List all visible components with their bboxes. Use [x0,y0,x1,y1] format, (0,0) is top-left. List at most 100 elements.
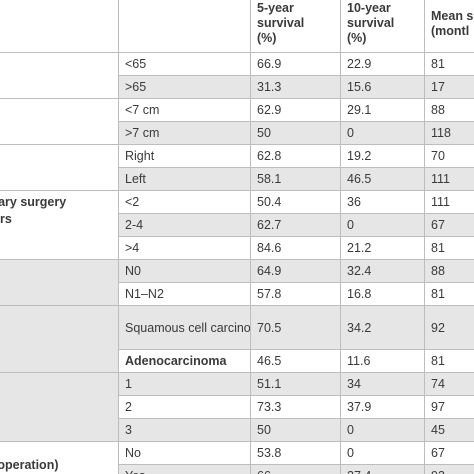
ten-year-cell: 34 [340,372,425,396]
table-row: <65 66.9 22.9 81 [0,52,474,99]
ten-year-cell: 0 [340,121,425,145]
mean-cell: 81 [424,282,474,306]
table-row: 3 50 0 45 [0,418,474,442]
mean-cell: 97 [424,395,474,419]
variable-cell [0,305,119,373]
mean-cell: 70 [424,144,474,168]
ten-year-cell: 46.5 [340,167,425,191]
category-cell: >65 [118,75,251,99]
category-cell: 2 [118,395,251,419]
category-cell: 2-4 [118,213,251,237]
table-row: Left 58.1 46.5 111 [0,167,474,191]
ten-year-cell: 0 [340,213,425,237]
five-year-cell: 50 [250,418,341,442]
header-mean-survival: Mean s (montl [424,0,474,53]
five-year-cell: 64.9 [250,259,341,283]
category-cell: Left [118,167,251,191]
ten-year-cell: 0 [340,418,425,442]
mean-cell: 67 [424,441,474,465]
variable-label: ond operation) [0,457,59,472]
category-cell: >4 [118,236,251,260]
variable-cell [0,144,119,191]
table-row: Squamous cell carcinoma 70.5 34.2 92 [0,305,474,373]
ten-year-cell: 19.2 [340,144,425,168]
ten-year-cell: 29.1 [340,98,425,122]
five-year-cell: 51.1 [250,372,341,396]
ten-year-cell: 15.6 [340,75,425,99]
category-cell: Yes [118,464,251,474]
header-variable [0,0,119,53]
category-cell: Squamous cell carcinoma [118,305,251,350]
category-cell: <65 [118,52,251,76]
ten-year-cell: 11.6 [340,349,425,373]
table-row: Adenocarcinoma 46.5 11.6 81 [0,349,474,373]
table-row: primary surgery ars <2 50.4 36 111 [0,190,474,260]
mean-cell: 81 [424,349,474,373]
ten-year-cell: 0 [340,441,425,465]
table-row: ond operation) No 53.8 0 67 [0,441,474,474]
mean-cell: 45 [424,418,474,442]
mean-cell: 74 [424,372,474,396]
mean-cell: 81 [424,52,474,76]
mean-cell: 81 [424,236,474,260]
variable-label: primary surgery [0,195,67,209]
five-year-cell: 70.5 [250,305,341,350]
mean-cell: 88 [424,98,474,122]
category-cell: 1 [118,372,251,396]
five-year-cell: 62.8 [250,144,341,168]
table-row: N1–N2 57.8 16.8 81 [0,282,474,306]
five-year-cell: 50 [250,121,341,145]
mean-cell: 17 [424,75,474,99]
ten-year-cell: 21.2 [340,236,425,260]
table-row: N0 64.9 32.4 88 [0,259,474,306]
five-year-cell: 53.8 [250,441,341,465]
five-year-cell: 84.6 [250,236,341,260]
table-row: 2-4 62.7 0 67 [0,213,474,237]
five-year-cell: 66 [250,464,341,474]
variable-cell [0,98,119,145]
mean-cell: 67 [424,213,474,237]
ten-year-cell: 37.9 [340,395,425,419]
table-row: 1 51.1 34 74 [0,372,474,442]
mean-cell: 93 [424,464,474,474]
category-cell: >7 cm [118,121,251,145]
category-cell: <7 cm [118,98,251,122]
table-row: 2 73.3 37.9 97 [0,395,474,419]
five-year-cell: 31.3 [250,75,341,99]
category-cell: 3 [118,418,251,442]
ten-year-cell: 22.9 [340,52,425,76]
category-cell: Adenocarcinoma [118,349,251,373]
variable-cell-time-since-surgery: primary surgery ars [0,190,119,260]
five-year-cell: 50.4 [250,190,341,214]
table-row: Right 62.8 19.2 70 [0,144,474,191]
five-year-cell: 46.5 [250,349,341,373]
mean-cell: 118 [424,121,474,145]
ten-year-cell: 16.8 [340,282,425,306]
mean-cell: 92 [424,305,474,350]
header-category [118,0,251,53]
category-cell: <2 [118,190,251,214]
variable-label: ars [0,212,12,226]
header-5-year-survival: 5-year survival (%) [250,0,341,53]
ten-year-cell: 32.4 [340,259,425,283]
category-cell: N0 [118,259,251,283]
mean-cell: 88 [424,259,474,283]
five-year-cell: 66.9 [250,52,341,76]
table-row: Yes 66 27.4 93 [0,464,474,474]
five-year-cell: 62.7 [250,213,341,237]
table-row: <7 cm 62.9 29.1 88 [0,98,474,145]
table-row: >65 31.3 15.6 17 [0,75,474,99]
header-10-year-survival: 10-year survival (%) [340,0,425,53]
category-cell: Right [118,144,251,168]
five-year-cell: 62.9 [250,98,341,122]
variable-cell [0,259,119,306]
variable-cell-second-operation: ond operation) [0,441,119,474]
header-row: 5-year survival (%) 10-year survival (%) Mea… [0,0,474,53]
category-cell: N1–N2 [118,282,251,306]
five-year-cell: 58.1 [250,167,341,191]
table-row: >4 84.6 21.2 81 [0,236,474,260]
mean-cell: 111 [424,190,474,214]
mean-cell: 111 [424,167,474,191]
variable-cell [0,372,119,442]
